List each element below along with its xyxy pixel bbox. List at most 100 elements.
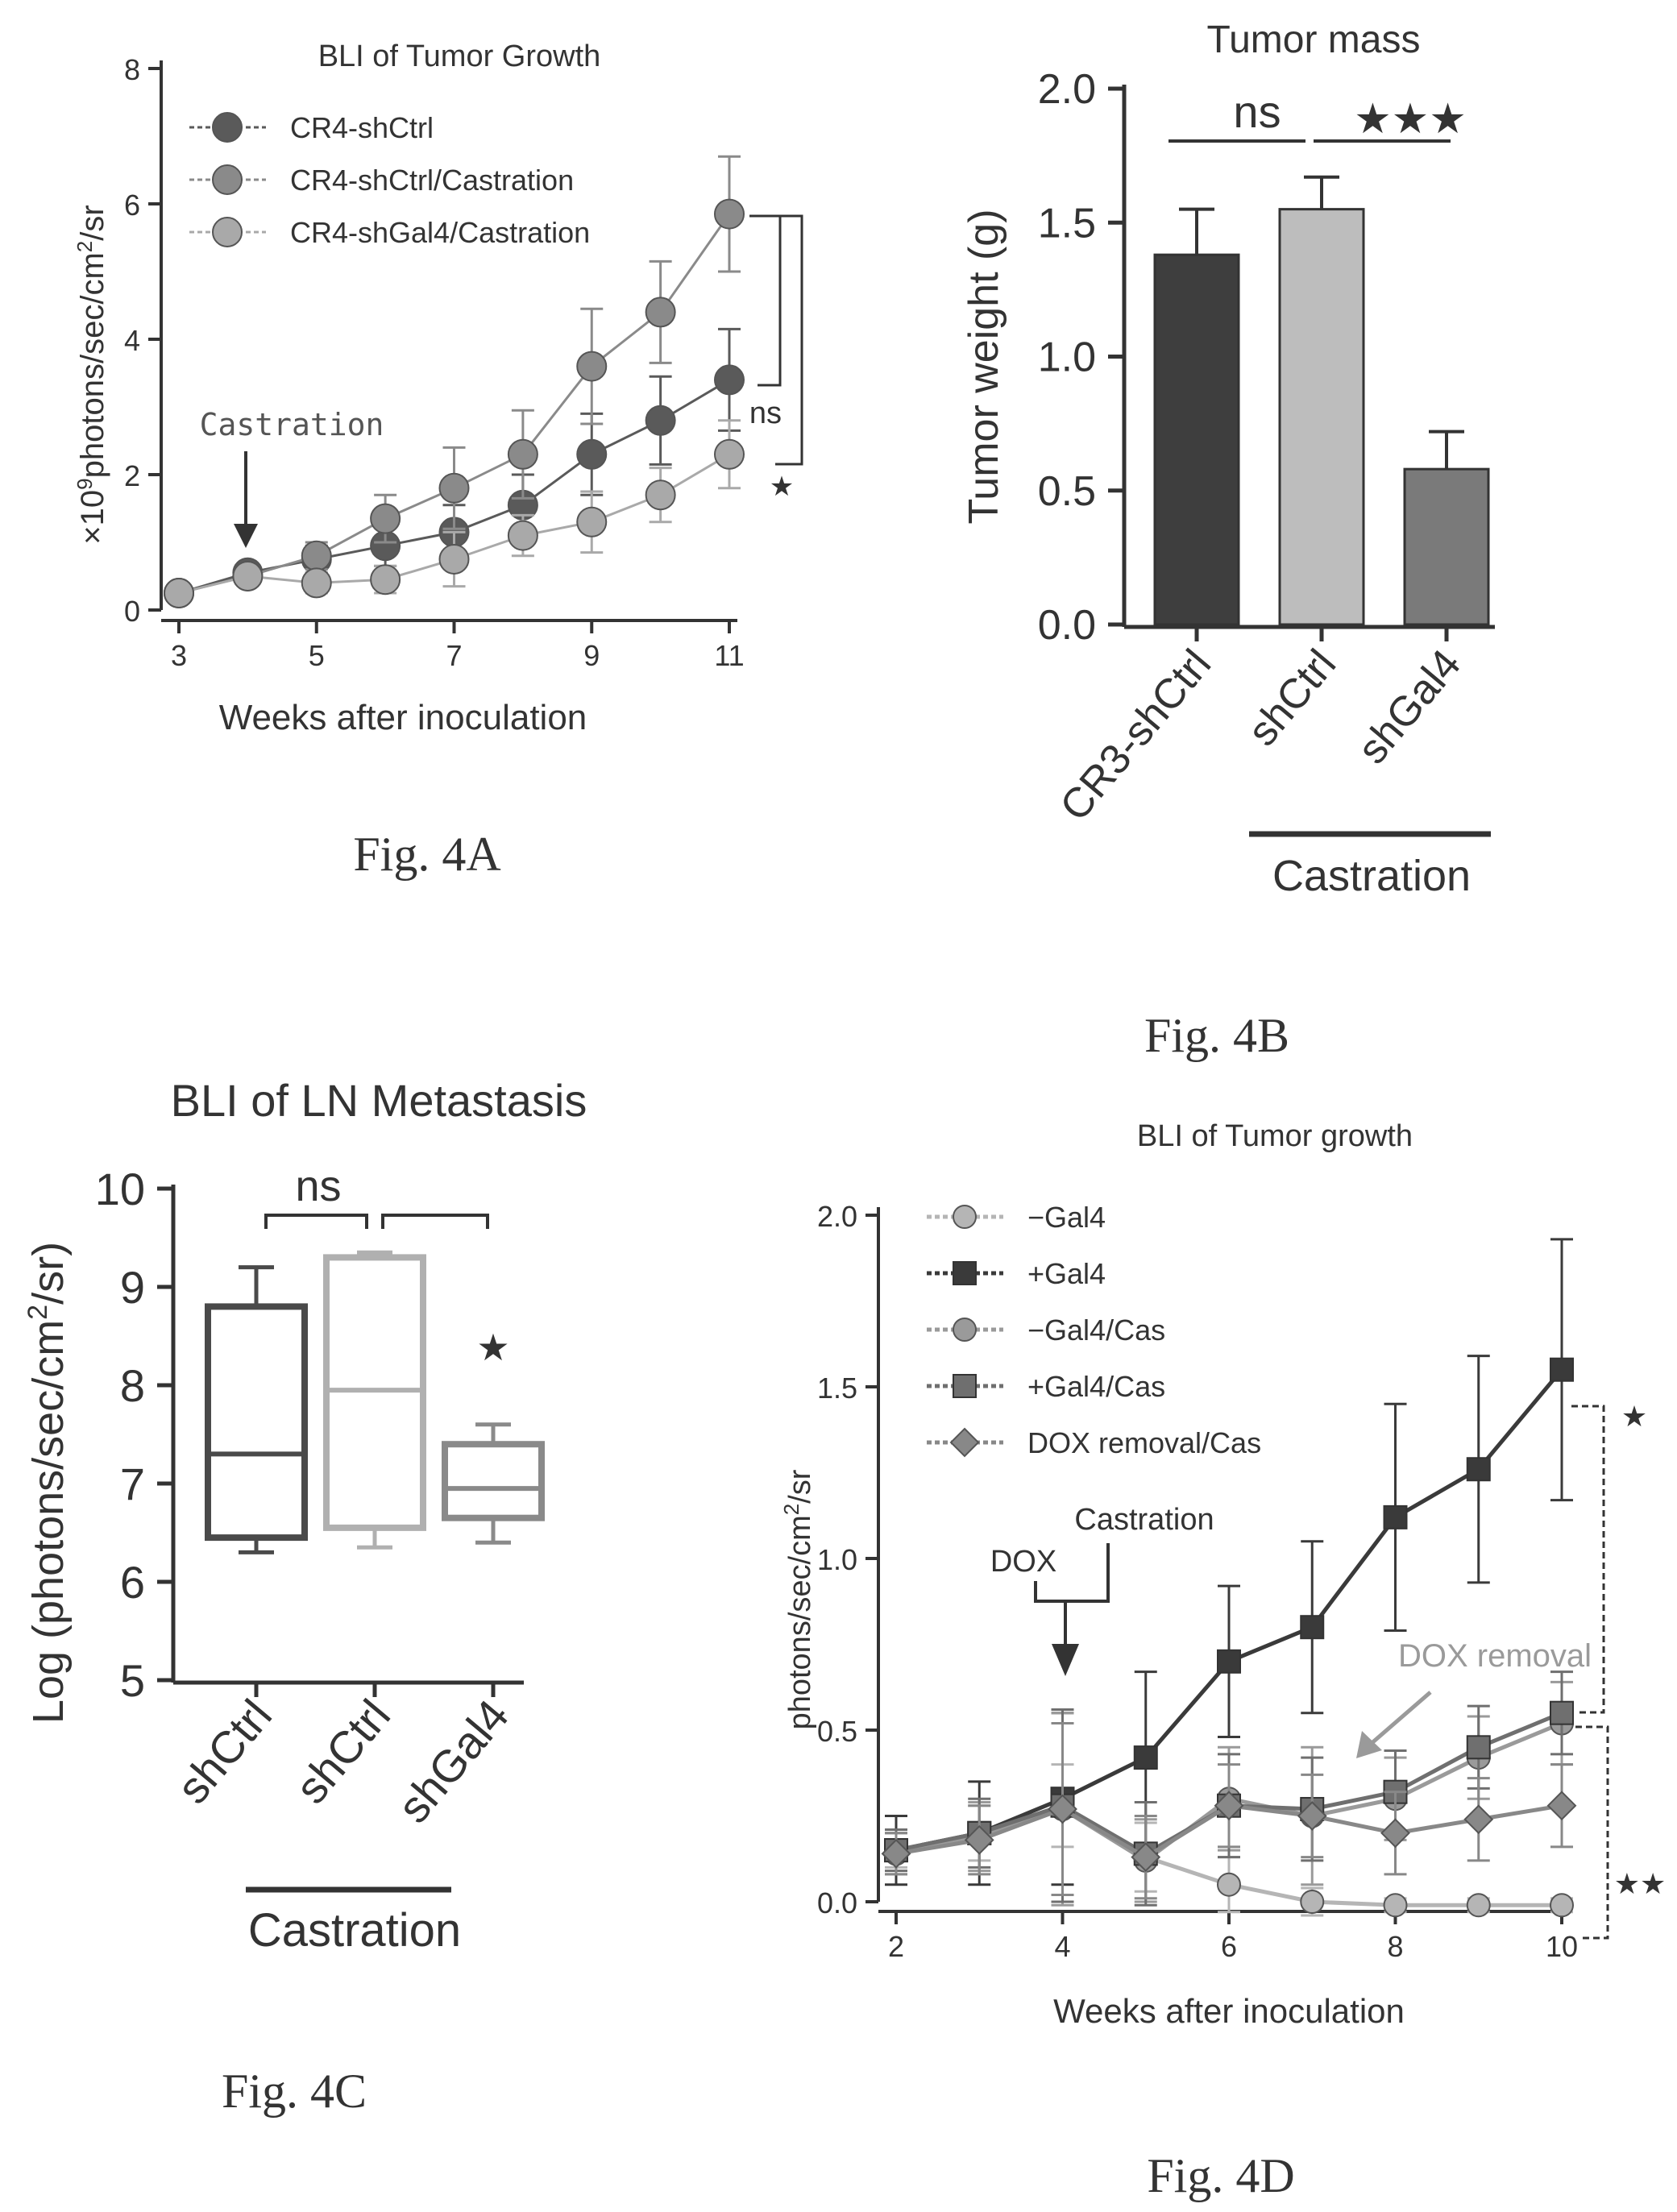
panel-a-data-point xyxy=(714,364,745,396)
caption-fig-4c: Fig. 4C xyxy=(222,2065,367,2118)
panel-d-x-tick-label: 10 xyxy=(1546,1930,1578,1963)
panel-b-bar xyxy=(1153,253,1240,626)
panel-c-castration-label: Castration xyxy=(248,1904,461,1957)
panel-d-dox-removal-arrow xyxy=(1356,1691,1432,1758)
panel-d-legend-entry: −Gal4/Cas xyxy=(1027,1314,1165,1347)
panel-a-y-tick-label: 6 xyxy=(124,189,140,222)
panel-d-legend-entry: +Gal4 xyxy=(1027,1257,1106,1290)
panel-a-data-point xyxy=(576,438,608,470)
panel-c-title: BLI of LN Metastasis xyxy=(171,1075,587,1126)
panel-a-x-tick-label: 9 xyxy=(583,639,600,672)
panel-d-x-tick-label: 2 xyxy=(888,1930,904,1963)
panel-c-y-tick-label: 6 xyxy=(120,1557,145,1608)
panel-a-legend-entry: CR4-shGal4/Castration xyxy=(290,216,590,249)
panel-d-x-axis-label: Weeks after inoculation xyxy=(1053,1992,1405,2030)
panel-b-title: Tumor mass xyxy=(1207,19,1421,61)
panel-a-data-point xyxy=(370,503,401,534)
panel-d-chart: BLI of Tumor growth 0.0 0.5 1.0 1.5 2.0 2 4 6 8 1… xyxy=(779,1119,1666,2202)
panel-a-ns-label: ns xyxy=(749,396,782,430)
panel-c-category-label: shGal4 xyxy=(388,1690,518,1832)
panel-d-dox-annotation: DOX xyxy=(990,1545,1056,1579)
panel-a-legend-entry: CR4-shCtrl/Castration xyxy=(290,164,574,197)
panel-d-legend-entry: +Gal4/Cas xyxy=(1027,1370,1165,1403)
panel-b-y-tick-label: 0.5 xyxy=(1038,468,1096,515)
panel-d-legend-marker xyxy=(953,1261,977,1285)
panel-a-x-tick-label: 11 xyxy=(714,639,744,672)
panel-a-y-axis-label: ×109photons/sec/cm2/sr xyxy=(73,205,110,544)
panel-a-x-axis-label: Weeks after inoculation xyxy=(219,698,587,737)
panel-b-stars-label: ★★★ xyxy=(1354,96,1467,143)
panel-d-y-tick-label: 1.5 xyxy=(817,1372,857,1405)
panel-b-y-tick-label: 1.5 xyxy=(1038,200,1096,247)
panel-b-castration-label: Castration xyxy=(1272,852,1471,900)
panel-d-y-tick-label: 1.0 xyxy=(817,1543,857,1576)
panel-a-star-label: ★ xyxy=(770,471,794,502)
panel-d-title: BLI of Tumor growth xyxy=(1137,1119,1413,1153)
panel-a-x-tick-label: 7 xyxy=(446,639,462,672)
panel-c-box xyxy=(205,1303,308,1542)
panel-b-y-tick-label: 0.0 xyxy=(1038,602,1096,649)
panel-a-data-point xyxy=(645,405,676,436)
panel-d-data-point xyxy=(964,1824,994,1855)
panel-d-castration-annotation: Castration xyxy=(1074,1503,1214,1537)
panel-a-data-point xyxy=(507,520,538,551)
panel-c-y-axis-label: Log (photons/sec/cm2/sr) xyxy=(23,1242,73,1724)
panel-d-data-point xyxy=(1297,1801,1327,1831)
panel-b-category-label: shCtrl xyxy=(1239,641,1345,754)
panel-b-category-label: CR3-shCtrl xyxy=(1051,641,1220,829)
panel-d-data-point xyxy=(1048,1794,1077,1824)
panel-a-legend-marker xyxy=(212,164,243,195)
panel-d-significance-brackets xyxy=(1571,1405,1609,1940)
panel-c-significance-brackets xyxy=(264,1214,489,1229)
panel-a-title: BLI of Tumor Growth xyxy=(318,39,601,73)
panel-d-y-axis-label: photons/sec/cm2/sr xyxy=(779,1469,817,1729)
panel-a-data-point xyxy=(714,438,745,470)
caption-fig-4a: Fig. 4A xyxy=(353,828,500,881)
panel-a-y-tick-label: 2 xyxy=(124,459,140,492)
panel-a-series-3: CR4-shGal4/Castration xyxy=(164,216,745,608)
panel-c-ns-label: ns xyxy=(295,1162,341,1210)
panel-d-data-point xyxy=(1380,1818,1410,1849)
panel-a-data-point xyxy=(301,567,332,599)
panel-d-data-point xyxy=(1133,1745,1158,1770)
panel-d-legend-entry: −Gal4 xyxy=(1027,1201,1106,1234)
panel-d-legend-marker xyxy=(953,1374,977,1398)
panel-d-legend-marker xyxy=(949,1427,980,1458)
caption-fig-4b: Fig. 4B xyxy=(1144,1009,1289,1062)
panel-a-y-tick-label: 8 xyxy=(124,53,140,86)
panel-c-box xyxy=(323,1254,426,1531)
panel-d-data-point xyxy=(1463,1804,1494,1835)
panel-d-data-point xyxy=(1550,1357,1574,1382)
panel-d-stars-label: ★★ xyxy=(1614,1867,1667,1900)
panel-d-data-point xyxy=(881,1838,911,1869)
panel-d-data-point xyxy=(1217,1649,1241,1674)
panel-a-chart: BLI of Tumor Growth 0 2 4 6 8 3 5 7 9 11 CR4-shCt… xyxy=(73,39,803,881)
panel-d-x-tick-label: 6 xyxy=(1221,1930,1237,1963)
panel-d-data-point xyxy=(1131,1842,1161,1873)
panel-a-data-point xyxy=(164,578,194,608)
panel-d-y-tick-label: 2.0 xyxy=(817,1200,857,1233)
panel-c-box-3: shGal4 xyxy=(388,1422,545,1832)
panel-c-y-tick-label: 5 xyxy=(120,1655,145,1706)
panel-d-star-label: ★ xyxy=(1621,1400,1647,1433)
panel-a-data-point xyxy=(301,540,332,571)
panel-b-chart: Tumor mass 0.0 0.5 1.0 1.5 2.0 CR3-shCtrl shC… xyxy=(961,19,1495,1062)
panel-a-data-point xyxy=(438,544,470,575)
panel-d-data-point xyxy=(1383,1893,1408,1918)
panel-a-y-tick-label: 0 xyxy=(124,595,140,628)
panel-a-data-point xyxy=(438,472,470,504)
panel-a-data-point xyxy=(645,479,676,511)
panel-a-data-point xyxy=(370,564,401,596)
panel-a-data-point xyxy=(507,438,538,470)
panel-d-x-tick-label: 4 xyxy=(1054,1930,1070,1963)
panel-c-star-label: ★ xyxy=(476,1326,509,1368)
panel-c-y-tick-label: 9 xyxy=(120,1262,145,1313)
panel-a-legend-marker xyxy=(212,112,243,143)
panel-d-dox-castration-arrow xyxy=(1034,1543,1110,1676)
panel-c-y-tick-label: 10 xyxy=(95,1164,145,1214)
panel-a-data-point xyxy=(645,297,676,328)
panel-c-y-tick-label: 8 xyxy=(120,1360,145,1411)
panel-d-series-5: DOX removal/Cas xyxy=(881,1426,1577,1900)
panel-a-castration-arrow xyxy=(234,451,258,548)
panel-b-bar-group: shCtrl xyxy=(1239,175,1365,755)
